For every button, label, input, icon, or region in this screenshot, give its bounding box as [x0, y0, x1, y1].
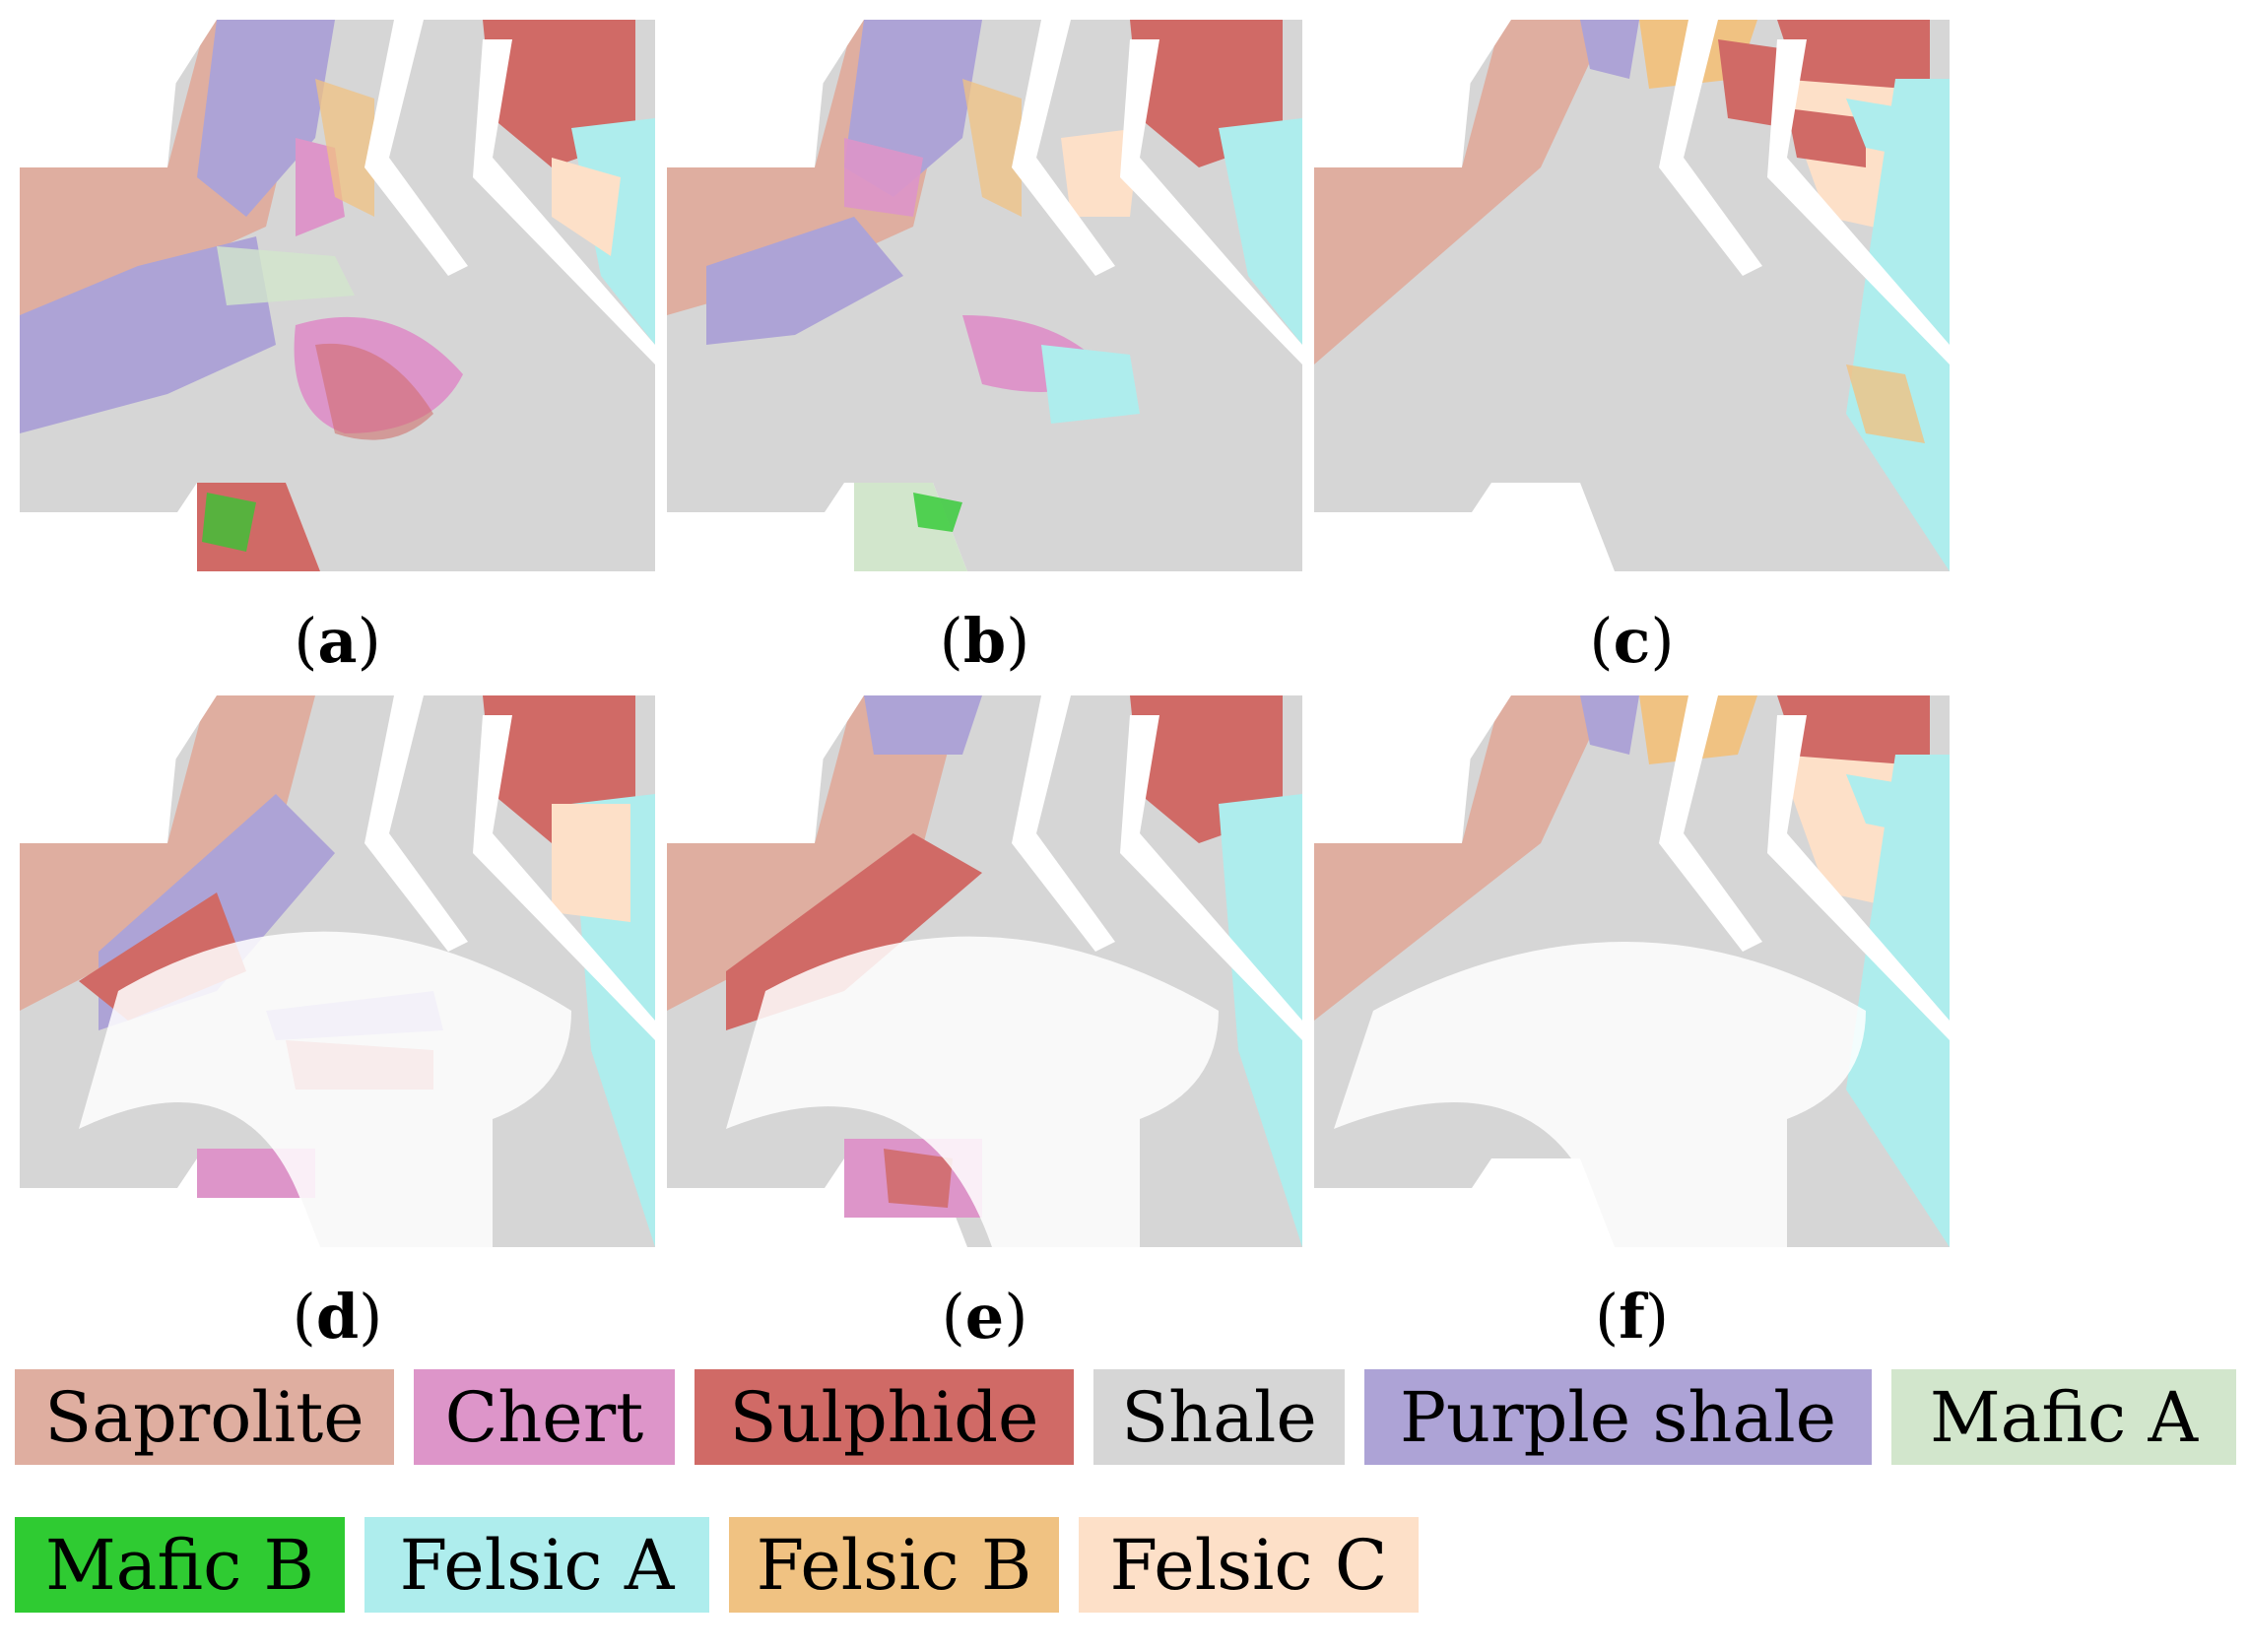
map-panel-f [1314, 695, 1950, 1247]
legend-item-mafic-b: Mafic B [15, 1517, 345, 1613]
map-panel-e [667, 695, 1302, 1247]
caption-d: (d) [292, 1281, 383, 1353]
legend-item-felsic-c: Felsic C [1079, 1517, 1419, 1613]
legend-item-sulphide: Sulphide [695, 1369, 1074, 1465]
legend-item-purple-shale: Purple shale [1364, 1369, 1872, 1465]
caption-a: (a) [294, 605, 381, 677]
legend-item-felsic-a: Felsic A [364, 1517, 709, 1613]
caption-b: (b) [939, 605, 1030, 677]
caption-c: (c) [1589, 605, 1675, 677]
legend-item-chert: Chert [414, 1369, 675, 1465]
legend-item-saprolite: Saprolite [15, 1369, 394, 1465]
legend-item-mafic-a: Mafic A [1891, 1369, 2236, 1465]
caption-e: (e) [941, 1281, 1028, 1353]
map-panel-d [20, 695, 655, 1247]
map-panel-b [667, 20, 1302, 571]
legend-item-felsic-b: Felsic B [729, 1517, 1059, 1613]
map-panel-c [1314, 20, 1950, 571]
legend-item-shale: Shale [1093, 1369, 1345, 1465]
map-panel-a [20, 20, 655, 571]
caption-f: (f) [1594, 1281, 1670, 1353]
